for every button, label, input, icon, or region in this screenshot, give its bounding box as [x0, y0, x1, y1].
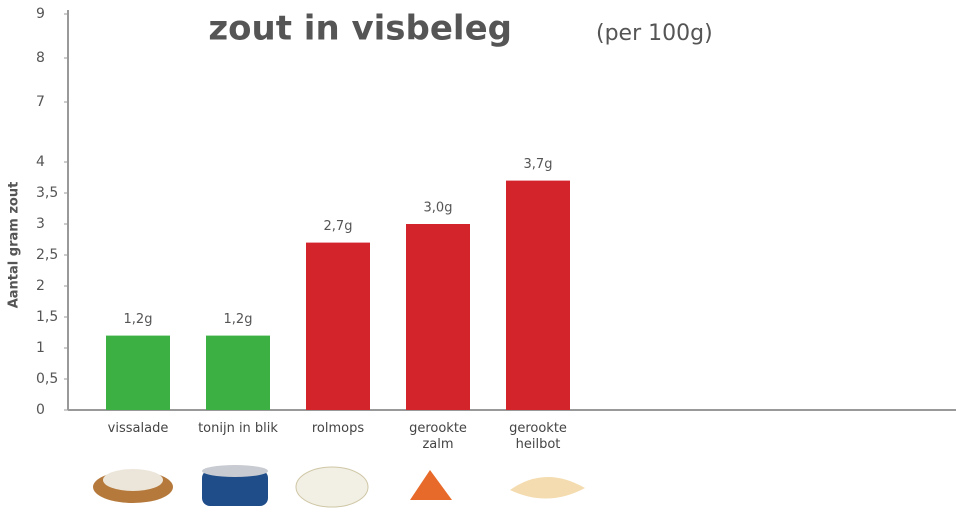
x-tick-label: vissalade	[98, 421, 178, 437]
icon-zalm	[410, 470, 452, 500]
y-tick-label: 1,5	[36, 309, 58, 325]
chart-subtitle: (per 100g)	[596, 21, 713, 46]
y-tick-label: 0	[36, 402, 45, 418]
icon-vissalade-top	[103, 469, 163, 491]
y-tick-label: 2,5	[36, 247, 58, 263]
value-label: 1,2g	[224, 312, 253, 327]
x-tick-label: rolmops	[298, 421, 378, 437]
bar	[406, 224, 470, 410]
value-label: 1,2g	[124, 312, 153, 327]
food-icons	[93, 465, 585, 507]
bar	[106, 336, 170, 410]
value-label: 3,7g	[524, 157, 553, 172]
y-tick-label: 2	[36, 278, 45, 294]
y-axis-label: Aantal gram zout	[7, 182, 22, 309]
bar	[206, 336, 270, 410]
y-tick-label: 4	[36, 154, 45, 170]
y-tick-label: 3,5	[36, 185, 58, 201]
y-tick-label: 1	[36, 340, 45, 356]
bar	[306, 243, 370, 410]
x-tick-label: gerookte heilbot	[498, 421, 578, 453]
y-tick-label: 0,5	[36, 371, 58, 387]
bar	[506, 181, 570, 410]
y-tick-label: 3	[36, 216, 45, 232]
icon-tonijn-lid	[202, 465, 268, 477]
value-label: 3,0g	[424, 201, 453, 216]
page: zout in visbeleg (per 100g) Aantal gram …	[0, 0, 956, 520]
icon-heilbot	[510, 477, 585, 499]
icon-rolmops	[296, 467, 368, 507]
chart: zout in visbeleg (per 100g) Aantal gram …	[0, 0, 956, 520]
y-tick-label: 8	[36, 50, 45, 66]
x-tick-label: gerookte zalm	[398, 421, 478, 453]
chart-title: zout in visbeleg	[208, 9, 512, 49]
y-tick-label: 9	[36, 6, 45, 22]
x-tick-label: tonijn in blik	[198, 421, 278, 437]
value-label: 2,7g	[324, 219, 353, 234]
y-tick-label: 7	[36, 94, 45, 110]
